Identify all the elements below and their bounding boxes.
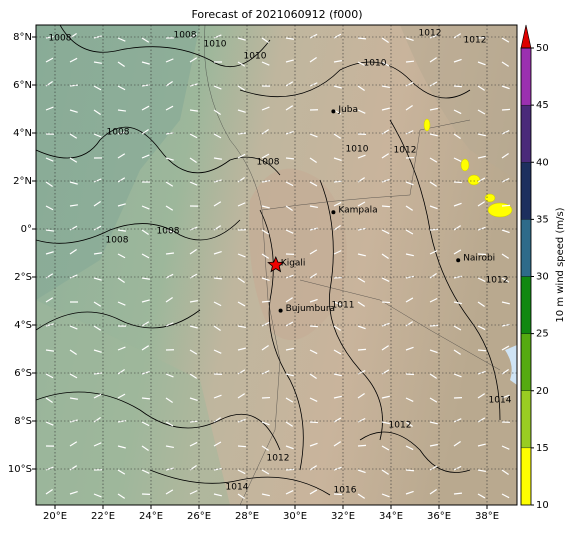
city-label: Kigali bbox=[281, 259, 306, 269]
colorbar-segment bbox=[521, 277, 531, 334]
x-tick-label: 24°E bbox=[139, 511, 163, 522]
contour-label: 1008 bbox=[49, 34, 72, 44]
wind-barb bbox=[478, 350, 486, 351]
colorbar-tick-label: 15 bbox=[536, 443, 549, 454]
colorbar-segment bbox=[521, 448, 531, 505]
city-marker bbox=[279, 309, 283, 313]
colorbar-tick-label: 30 bbox=[536, 272, 549, 283]
y-tick-label: 2°N bbox=[13, 176, 32, 187]
colorbar-tick-label: 10 bbox=[536, 500, 549, 511]
contour-label: 1012 bbox=[464, 36, 487, 46]
wind-barb bbox=[502, 109, 510, 110]
x-tick-label: 38°E bbox=[475, 511, 499, 522]
wind-barb bbox=[262, 301, 270, 302]
wind-barb bbox=[358, 445, 366, 446]
contour-label: 1012 bbox=[267, 454, 290, 464]
colorbar-tick-label: 40 bbox=[536, 157, 549, 168]
y-tick-label: 6°S bbox=[14, 368, 32, 379]
colorbar-segment bbox=[521, 391, 531, 448]
contour-label: 1012 bbox=[389, 421, 412, 431]
colorbar-segment bbox=[521, 334, 531, 391]
city-label: Nairobi bbox=[463, 254, 495, 264]
city-label: Juba bbox=[337, 105, 358, 115]
wind-barb bbox=[310, 422, 318, 423]
wind-barb bbox=[382, 206, 390, 207]
contour-label: 1008 bbox=[106, 236, 129, 246]
wind-barb bbox=[238, 446, 246, 447]
wind-barb bbox=[454, 182, 462, 183]
contour-label: 1008 bbox=[174, 31, 197, 41]
contour-label: 1010 bbox=[204, 40, 227, 50]
wind-barb bbox=[406, 470, 414, 471]
contour-label: 1010 bbox=[244, 52, 267, 62]
colorbar-tick-label: 50 bbox=[536, 43, 549, 54]
y-tick-label: 8°S bbox=[14, 416, 32, 427]
contour-label: 1012 bbox=[486, 276, 509, 286]
colorbar-tick-label: 45 bbox=[536, 100, 549, 111]
x-tick-label: 36°E bbox=[427, 511, 451, 522]
contour-label: 1008 bbox=[107, 128, 130, 138]
colorbar: 10 15 20 25 30 35 40 45 50 bbox=[521, 25, 549, 511]
colorbar-label: 10 m wind speed (m/s) bbox=[555, 207, 566, 322]
colorbar-tick-label: 35 bbox=[536, 214, 549, 225]
colorbar-tick-label: 25 bbox=[536, 329, 549, 340]
colorbar-segment bbox=[521, 105, 531, 162]
city-label: Kampala bbox=[338, 206, 377, 216]
wind-barb bbox=[382, 302, 390, 303]
contour-label: 1014 bbox=[226, 483, 249, 493]
y-tick-label: 4°S bbox=[14, 320, 32, 331]
wind-barb bbox=[454, 493, 462, 494]
y-tick-label: 10°S bbox=[8, 464, 32, 475]
wind-barb bbox=[334, 181, 342, 182]
y-tick-label: 0° bbox=[21, 224, 32, 235]
wind-barb bbox=[190, 421, 198, 422]
y-tick-label: 4°N bbox=[13, 128, 32, 139]
wind-barb bbox=[286, 469, 294, 470]
wind-barb bbox=[454, 86, 462, 87]
x-tick-label: 26°E bbox=[187, 511, 211, 522]
city-marker bbox=[331, 210, 335, 214]
wind-barb bbox=[430, 325, 438, 326]
colorbar-segment bbox=[521, 219, 531, 276]
wind-barb bbox=[502, 205, 510, 206]
colorbar-segment bbox=[521, 162, 531, 219]
x-tick-label: 28°E bbox=[235, 511, 259, 522]
y-tick-label: 6°N bbox=[13, 80, 32, 91]
wind-barb bbox=[310, 326, 318, 327]
colorbar-segment bbox=[521, 48, 531, 105]
x-tick-label: 30°E bbox=[283, 511, 307, 522]
contour-label: 1012 bbox=[419, 29, 442, 39]
contour-label: 1008 bbox=[157, 227, 180, 237]
y-tick-label: 2°S bbox=[14, 272, 32, 283]
contour-label: 1008 bbox=[257, 158, 280, 168]
wind-barb bbox=[430, 229, 438, 230]
y-tick-label: 8°N bbox=[13, 32, 32, 43]
x-tick-label: 34°E bbox=[379, 511, 403, 522]
city-marker bbox=[456, 258, 460, 262]
contour-label: 1010 bbox=[364, 59, 387, 69]
contour-label: 1010 bbox=[346, 145, 369, 155]
contour-label: 1016 bbox=[334, 486, 357, 496]
colorbar-tick-label: 20 bbox=[536, 386, 549, 397]
x-tick-label: 32°E bbox=[331, 511, 355, 522]
contour-label: 1014 bbox=[489, 396, 512, 406]
x-tick-label: 20°E bbox=[43, 511, 67, 522]
city-marker bbox=[331, 109, 335, 113]
colorbar-extend bbox=[521, 25, 531, 48]
wind-barb bbox=[406, 61, 414, 62]
contour-label: 1012 bbox=[394, 146, 417, 156]
x-tick-label: 22°E bbox=[91, 511, 115, 522]
city-label: Bujumbura bbox=[286, 304, 335, 314]
title: Forecast of 2021060912 (f000) bbox=[191, 8, 362, 21]
wind-barb bbox=[358, 349, 366, 350]
